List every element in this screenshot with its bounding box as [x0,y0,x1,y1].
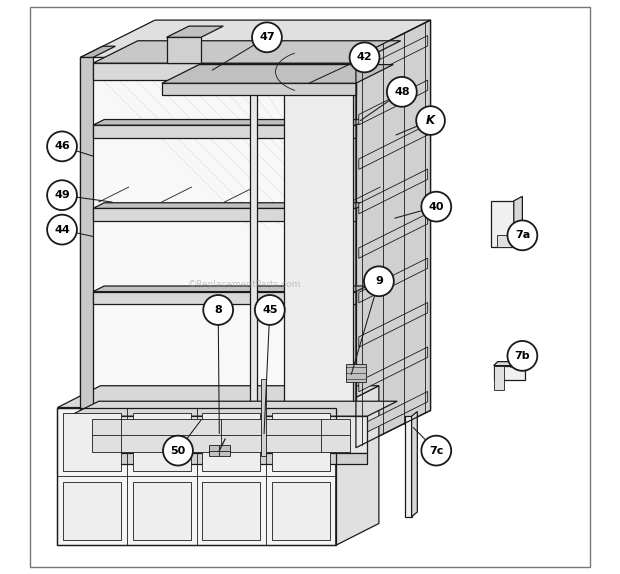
Polygon shape [93,208,356,221]
Circle shape [47,131,77,161]
Polygon shape [272,482,330,540]
Polygon shape [336,386,379,545]
Polygon shape [359,391,428,436]
Polygon shape [93,203,367,208]
Polygon shape [93,41,401,63]
Text: 7a: 7a [515,230,530,241]
Polygon shape [250,83,257,448]
Polygon shape [162,65,393,83]
Polygon shape [494,366,504,390]
Polygon shape [405,416,412,517]
Text: 49: 49 [54,190,70,200]
Polygon shape [491,201,514,247]
Polygon shape [202,482,260,540]
Text: 50: 50 [170,445,185,456]
Polygon shape [162,83,356,95]
Polygon shape [346,364,366,382]
Circle shape [507,341,538,371]
Polygon shape [167,26,223,37]
Polygon shape [284,75,353,436]
Circle shape [364,266,394,296]
Circle shape [507,220,538,250]
Polygon shape [359,302,428,347]
Polygon shape [93,119,367,125]
Polygon shape [494,366,525,380]
Polygon shape [359,214,428,258]
Polygon shape [133,413,191,471]
Text: 44: 44 [54,224,70,235]
Polygon shape [359,258,428,303]
Polygon shape [359,125,428,169]
Circle shape [163,436,193,466]
Circle shape [350,42,379,72]
Text: 8: 8 [215,305,222,315]
Polygon shape [92,419,350,452]
Polygon shape [356,20,430,448]
Circle shape [416,106,445,135]
Polygon shape [514,231,523,235]
Polygon shape [497,235,514,247]
Polygon shape [81,57,93,448]
Polygon shape [81,20,430,57]
Polygon shape [93,63,356,80]
Polygon shape [494,362,529,366]
Polygon shape [209,445,229,456]
Text: 45: 45 [262,305,278,315]
Polygon shape [359,80,428,125]
Text: 46: 46 [54,141,70,152]
Text: K: K [426,114,435,127]
Polygon shape [81,46,115,57]
Polygon shape [69,401,397,416]
Polygon shape [514,196,523,247]
Circle shape [203,295,233,325]
Polygon shape [58,386,379,408]
Polygon shape [167,37,201,63]
Text: 40: 40 [428,201,444,212]
Polygon shape [63,482,122,540]
Text: ©ReplacementParts.com: ©ReplacementParts.com [187,280,301,289]
Polygon shape [58,408,336,545]
Polygon shape [261,379,266,456]
Text: 42: 42 [356,52,373,63]
Polygon shape [359,347,428,391]
Polygon shape [272,413,330,471]
Polygon shape [93,286,367,292]
Polygon shape [63,413,122,471]
Text: 7b: 7b [515,351,530,361]
Polygon shape [343,57,356,448]
Text: 7c: 7c [429,445,443,456]
Polygon shape [69,453,368,464]
Polygon shape [93,125,356,138]
Polygon shape [69,416,368,453]
Circle shape [387,77,417,107]
Circle shape [47,180,77,210]
Polygon shape [412,412,417,517]
Polygon shape [81,57,356,448]
Circle shape [255,295,285,325]
Polygon shape [359,36,428,80]
Polygon shape [133,482,191,540]
Polygon shape [359,169,428,214]
Text: 9: 9 [375,276,383,286]
Polygon shape [202,413,260,471]
Circle shape [47,215,77,245]
Circle shape [422,192,451,222]
Circle shape [422,436,451,466]
Circle shape [252,22,282,52]
Text: 48: 48 [394,87,410,97]
Text: 47: 47 [259,32,275,42]
Polygon shape [93,292,356,304]
